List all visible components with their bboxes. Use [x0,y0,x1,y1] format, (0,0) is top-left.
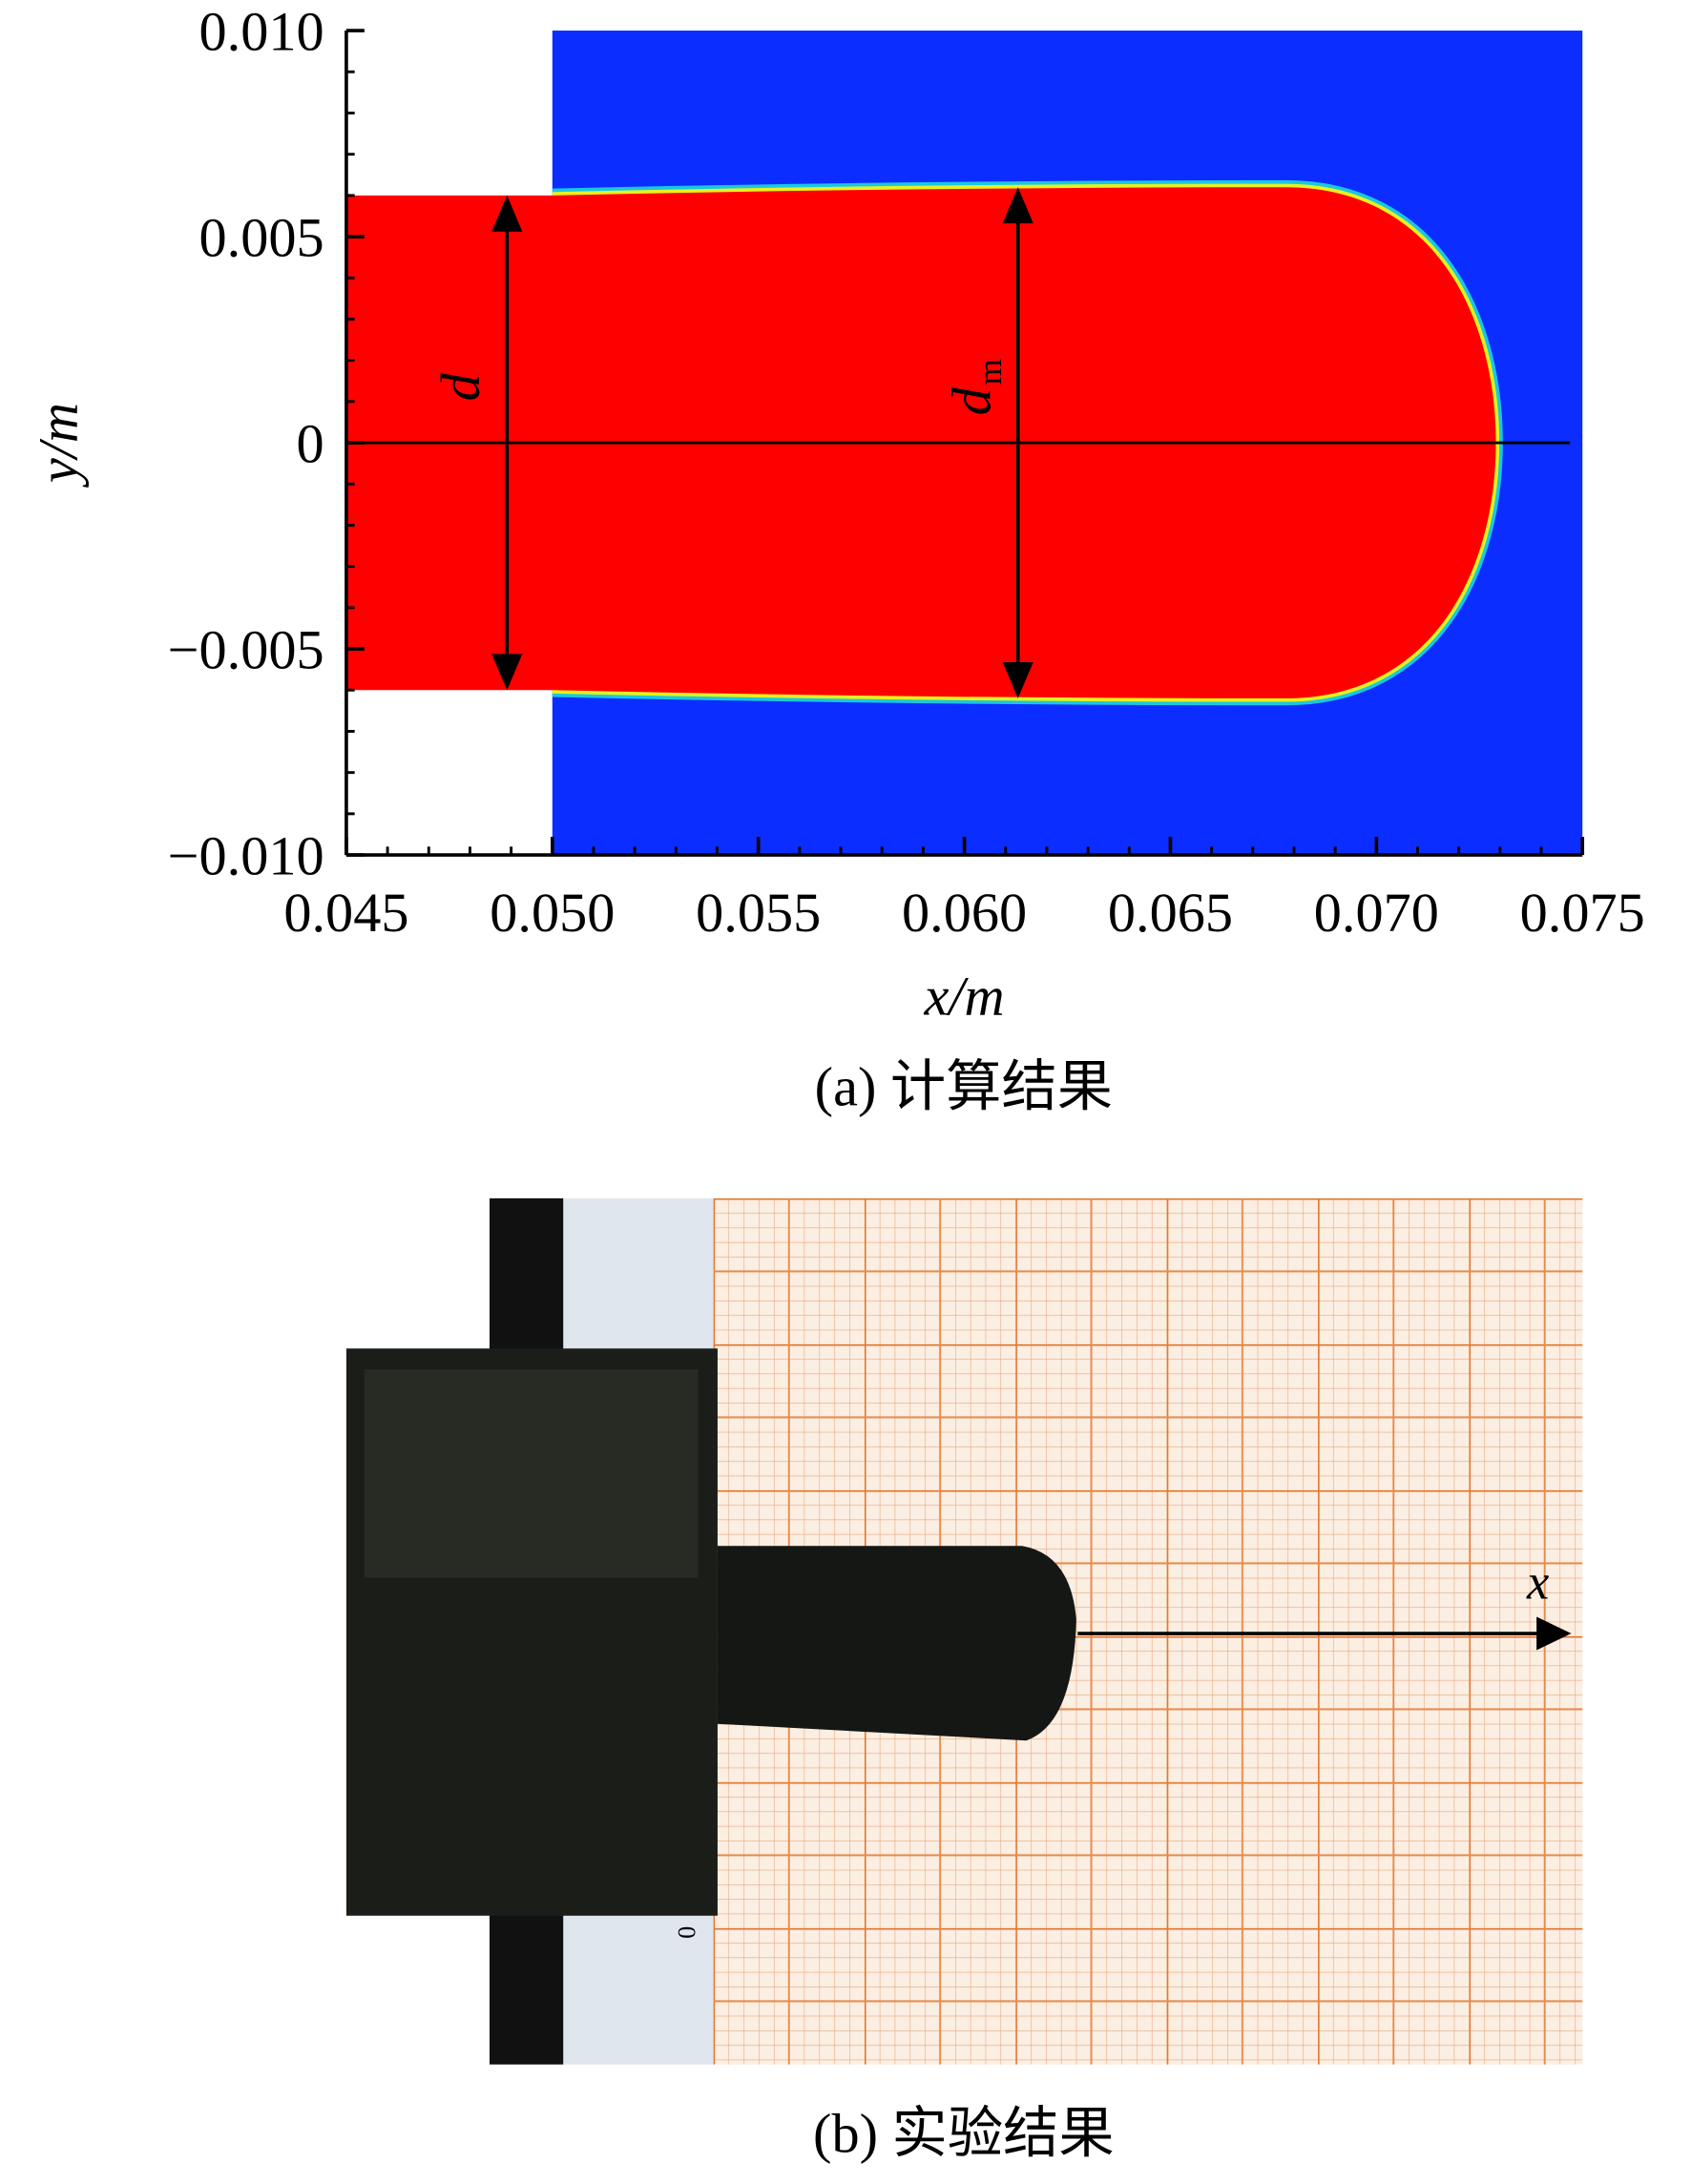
dimension-symbol: d [429,372,491,401]
y-tick-label: −0.005 [168,618,324,680]
y-tick-label: 0.005 [199,206,324,268]
arrow-head [491,654,523,691]
caption-a: (a) 计算结果 [815,1055,1113,1117]
y-tick-label: 0 [296,412,324,474]
x-tick-label: 0.050 [490,882,615,944]
x-tick-label: 0.055 [696,882,821,944]
x-tick-label: 0.060 [902,882,1027,944]
x-tick-label: 0.070 [1314,882,1439,944]
y-axis-label: y/m [27,403,89,488]
x-arrow-head [1536,1616,1572,1651]
x-tick-label: 0.065 [1108,882,1233,944]
dimension-subscript: m [971,359,1009,385]
jet [717,1546,1076,1741]
y-tick-label: 0.010 [199,0,324,62]
dimension-label: dm [941,359,1010,415]
x-arrow-label: x [1526,1555,1549,1611]
caption-b: (b) 实验结果 [813,2102,1115,2164]
dimension-label: d [429,372,491,401]
x-tick-label: 0.075 [1520,882,1645,944]
arrow-head [1002,187,1033,224]
scale-label: 0 [673,1926,700,1939]
arrow-head [1002,662,1033,698]
dimension-symbol: d [941,386,1003,415]
photo: x 0 [345,1197,1583,2065]
nozzle-shade [364,1369,699,1578]
y-tick-label: −0.010 [168,824,324,886]
x-tick-label: 0.045 [283,882,408,944]
arrow-head [491,195,523,232]
x-axis-label: x/m [924,966,1005,1028]
